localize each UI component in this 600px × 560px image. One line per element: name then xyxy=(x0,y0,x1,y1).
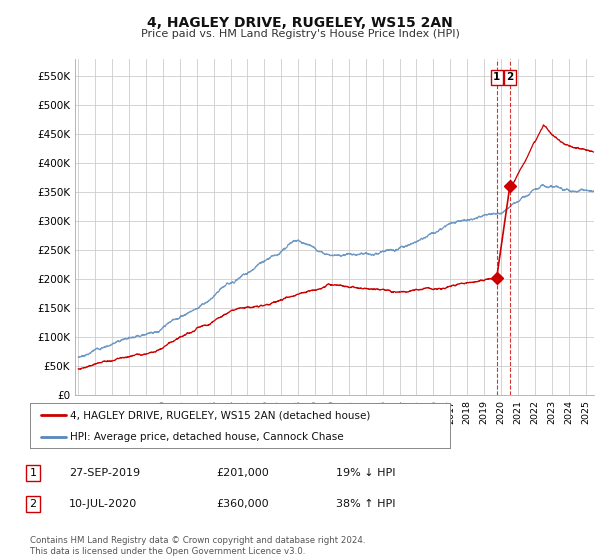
Text: 27-SEP-2019: 27-SEP-2019 xyxy=(69,468,140,478)
Text: 10-JUL-2020: 10-JUL-2020 xyxy=(69,499,137,509)
Text: 4, HAGLEY DRIVE, RUGELEY, WS15 2AN (detached house): 4, HAGLEY DRIVE, RUGELEY, WS15 2AN (deta… xyxy=(70,410,370,421)
Text: 19% ↓ HPI: 19% ↓ HPI xyxy=(336,468,395,478)
Text: Contains HM Land Registry data © Crown copyright and database right 2024.
This d: Contains HM Land Registry data © Crown c… xyxy=(30,536,365,556)
Text: 2: 2 xyxy=(506,72,514,82)
Text: 2: 2 xyxy=(29,499,37,509)
Text: 1: 1 xyxy=(493,72,500,82)
Text: £360,000: £360,000 xyxy=(216,499,269,509)
Text: 38% ↑ HPI: 38% ↑ HPI xyxy=(336,499,395,509)
Text: 4, HAGLEY DRIVE, RUGELEY, WS15 2AN: 4, HAGLEY DRIVE, RUGELEY, WS15 2AN xyxy=(147,16,453,30)
Text: HPI: Average price, detached house, Cannock Chase: HPI: Average price, detached house, Cann… xyxy=(70,432,344,442)
Text: £201,000: £201,000 xyxy=(216,468,269,478)
Text: Price paid vs. HM Land Registry's House Price Index (HPI): Price paid vs. HM Land Registry's House … xyxy=(140,29,460,39)
Text: 1: 1 xyxy=(29,468,37,478)
